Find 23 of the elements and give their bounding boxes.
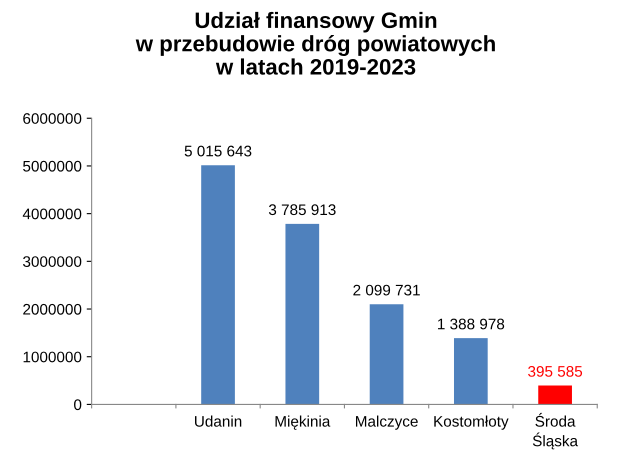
y-tick-label: 2000000 bbox=[23, 304, 82, 315]
data-label: 3 785 913 bbox=[268, 204, 336, 216]
data-label: 1 388 978 bbox=[438, 318, 504, 330]
bar bbox=[538, 386, 572, 404]
data-label: 2 099 731 bbox=[353, 284, 420, 296]
data-label: 5 015 643 bbox=[184, 146, 252, 156]
x-tick-label: Udanin bbox=[195, 416, 242, 427]
y-tick-label: 4000000 bbox=[22, 208, 82, 220]
y-tick-label: 1000000 bbox=[24, 352, 82, 362]
y-tick-label: 6000000 bbox=[23, 113, 82, 124]
y-tick-label: 0 bbox=[74, 399, 82, 410]
bar bbox=[285, 224, 320, 404]
x-tick-label: Miękinia bbox=[276, 416, 330, 430]
y-tick-label: 3000000 bbox=[23, 256, 82, 268]
x-tick-label: Kostomłoty bbox=[434, 416, 509, 430]
chart-title: Udział finansowy Gmin w przebudowie dróg powiatowych w latach 2019-2023 bbox=[136, 12, 495, 75]
bar bbox=[201, 165, 235, 404]
data-label: 395 585 bbox=[528, 366, 582, 377]
y-tick-label: 5000000 bbox=[23, 160, 82, 172]
x-tick-label: Malczyce bbox=[356, 416, 418, 430]
bar bbox=[370, 304, 404, 404]
x-tick-label: Środa Śląska bbox=[532, 412, 578, 450]
bar bbox=[454, 338, 488, 404]
